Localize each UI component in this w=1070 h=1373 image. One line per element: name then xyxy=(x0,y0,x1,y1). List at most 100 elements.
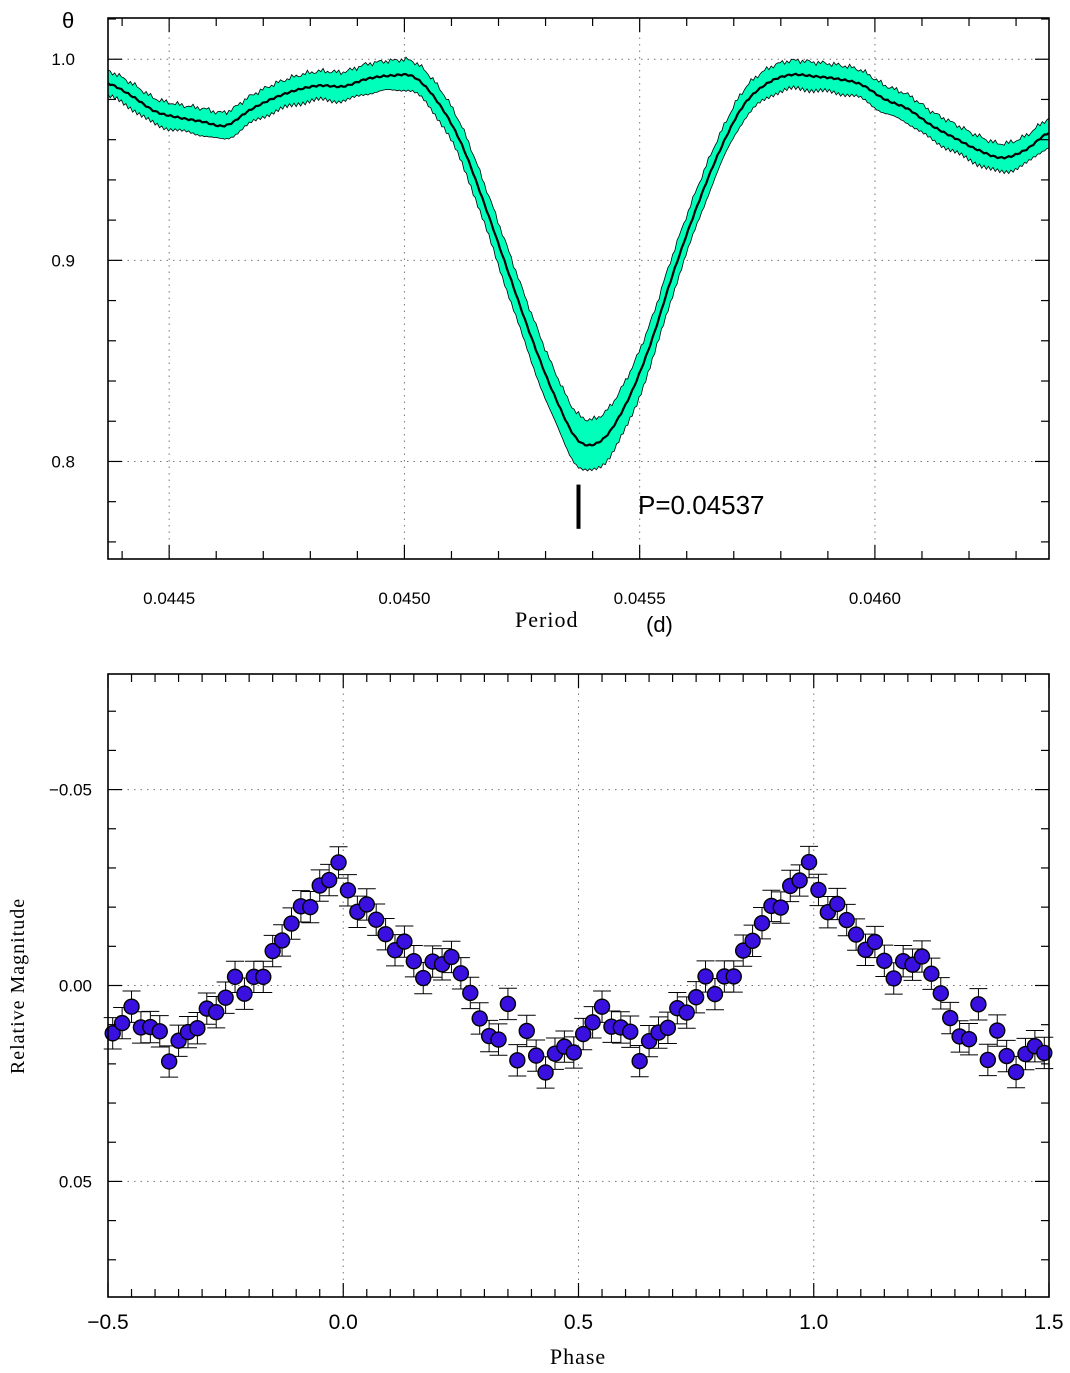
data-point xyxy=(970,996,987,1013)
data-point xyxy=(302,898,319,916)
bottom-x-tick-label: 1.0 xyxy=(799,1311,828,1334)
data-point xyxy=(405,953,423,970)
data-point xyxy=(989,1022,1006,1039)
top-tick-marks xyxy=(108,18,1049,559)
data-point xyxy=(678,1004,695,1021)
data-point xyxy=(622,1023,639,1040)
top-x-tick-label: 0.0455 xyxy=(614,589,666,608)
top-y-tick-label: 0.9 xyxy=(51,251,75,270)
data-point xyxy=(113,1014,131,1032)
data-point xyxy=(593,998,611,1015)
bottom-y-axis-label: Relative Magnitude xyxy=(7,898,29,1074)
top-y-tick-labels: 0.8 0.9 1.0 xyxy=(51,50,75,471)
data-point xyxy=(396,933,413,950)
data-point xyxy=(518,1022,535,1040)
bottom-grid xyxy=(108,674,1049,1297)
data-point xyxy=(273,932,291,949)
data-point xyxy=(330,854,347,871)
data-point xyxy=(772,899,790,916)
theta-periodogram-panel: 0.0445 0.0450 0.0455 0.0460 0.8 0.9 1.0 P=0.0… xyxy=(51,8,1050,637)
data-point xyxy=(443,948,460,966)
data-point xyxy=(255,968,272,986)
bottom-y-tick-labels: −0.05 0.00 0.05 xyxy=(49,781,92,1192)
data-point xyxy=(734,942,752,959)
data-point xyxy=(1007,1063,1025,1081)
bottom-x-tick-label: 1.5 xyxy=(1034,1311,1063,1334)
bottom-y-tick-label: 0.05 xyxy=(59,1172,92,1191)
data-point xyxy=(744,932,761,950)
top-x-axis-unit: (d) xyxy=(646,612,673,637)
top-x-tick-label: 0.0450 xyxy=(378,589,430,608)
bottom-x-tick-label: 0.5 xyxy=(564,1311,593,1334)
data-point xyxy=(283,915,300,932)
data-point xyxy=(847,926,865,943)
data-point xyxy=(264,942,281,960)
data-point xyxy=(537,1064,554,1081)
data-point xyxy=(358,896,375,913)
data-point xyxy=(471,1010,488,1027)
data-point xyxy=(998,1047,1015,1065)
best-period-annotation: P=0.04537 xyxy=(638,490,765,520)
data-point xyxy=(876,952,893,970)
data-point xyxy=(706,985,724,1003)
data-point xyxy=(123,998,140,1015)
data-point xyxy=(226,968,244,986)
data-point xyxy=(885,970,902,987)
data-point xyxy=(584,1014,601,1031)
data-point xyxy=(932,985,949,1002)
data-point xyxy=(151,1023,168,1040)
data-point xyxy=(687,989,705,1006)
data-point xyxy=(415,969,432,987)
data-point xyxy=(923,965,940,982)
data-point xyxy=(160,1053,178,1070)
data-point xyxy=(810,881,827,899)
data-point xyxy=(800,853,818,871)
bottom-y-tick-label: −0.05 xyxy=(49,781,92,800)
data-point xyxy=(208,1003,225,1021)
data-point xyxy=(320,871,338,889)
data-point xyxy=(236,985,253,1002)
top-x-axis-label: Period xyxy=(515,607,578,632)
top-plot-frame xyxy=(107,17,1050,560)
data-point xyxy=(941,1009,959,1027)
data-point xyxy=(462,984,479,1002)
data-point xyxy=(527,1047,545,1064)
data-point xyxy=(1036,1044,1053,1062)
data-point xyxy=(838,911,855,929)
data-point xyxy=(575,1025,592,1043)
data-point xyxy=(659,1019,677,1037)
data-point xyxy=(189,1020,206,1037)
data-point xyxy=(829,895,846,913)
data-point xyxy=(104,1025,121,1042)
data-point xyxy=(697,968,714,985)
data-point xyxy=(631,1052,648,1070)
bottom-x-tick-label: 0.0 xyxy=(329,1311,358,1334)
top-y-tick-label: 0.8 xyxy=(51,452,75,471)
top-x-tick-labels: 0.0445 0.0450 0.0455 0.0460 xyxy=(143,589,901,608)
data-point xyxy=(565,1044,582,1061)
data-point xyxy=(725,968,742,985)
data-point xyxy=(490,1031,507,1048)
data-point xyxy=(339,882,357,899)
data-point xyxy=(866,933,884,951)
top-x-tick-label: 0.0460 xyxy=(849,589,901,608)
top-grid xyxy=(108,18,1049,559)
data-point xyxy=(913,948,931,965)
bottom-x-axis-label: Phase xyxy=(550,1344,606,1369)
data-point xyxy=(377,925,394,943)
phase-light-curve-panel: −0.5 0.0 0.5 1.0 1.5 −0.05 0.00 0.05 Phase Rel… xyxy=(7,673,1064,1369)
bottom-x-tick-label: −0.5 xyxy=(87,1311,128,1334)
bottom-x-tick-labels: −0.5 0.0 0.5 1.0 1.5 xyxy=(87,1311,1063,1334)
theta-curve xyxy=(107,72,1050,447)
theta-uncertainty-band xyxy=(107,56,1050,472)
data-point xyxy=(753,915,771,932)
data-point xyxy=(979,1051,997,1069)
top-x-tick-label: 0.0445 xyxy=(143,589,195,608)
data-point xyxy=(499,995,517,1013)
data-point xyxy=(452,965,470,982)
bottom-tick-marks xyxy=(107,674,1050,1297)
data-point xyxy=(960,1030,978,1048)
data-points xyxy=(104,853,1053,1081)
top-y-axis-label: θ xyxy=(62,8,74,33)
